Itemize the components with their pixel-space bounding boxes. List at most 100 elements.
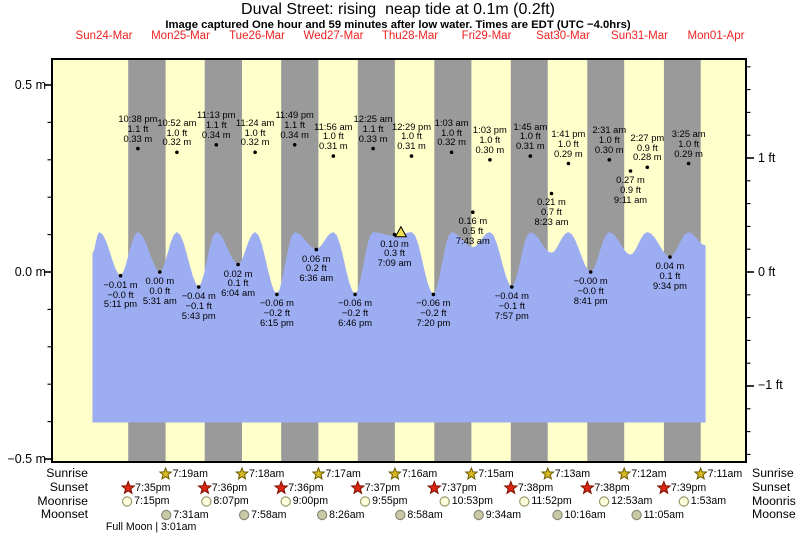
high-tide-label: 3:25 am 1.0 ft 0.29 m	[656, 129, 722, 158]
high-tide-label-line: 2:31 am	[592, 124, 627, 136]
y-axis-label-ft: −1 ft	[758, 379, 796, 392]
low-tide-label-line: 0.02 m	[223, 267, 253, 279]
high-tide-dot	[136, 146, 140, 151]
low-tide-label-line: −0.01 m	[103, 278, 138, 290]
row-label-right-moonrise: Moonrise	[752, 494, 796, 508]
low-tide-label-line: 0.10 m	[380, 237, 409, 249]
low-tide-label-line: 0.3 ft	[384, 247, 405, 259]
low-tide-label: 0.21 m 0.7 ft 8:23 am	[518, 197, 584, 226]
high-tide-label: 11:56 am 1.0 ft 0.31 m	[300, 121, 366, 151]
low-tide-dot	[392, 232, 397, 237]
moonset-time: 8:58am	[407, 509, 442, 521]
sunset-time-line: 7:37pm	[364, 481, 401, 494]
sunset-time: 7:37pm	[364, 481, 401, 494]
sunset-time-line: 7:38pm	[594, 481, 630, 494]
sunrise-time: 7:16am	[401, 467, 438, 480]
row-label-left-moonrise-line: Moonrise	[37, 493, 88, 508]
low-tide-label-line: 9:34 pm	[653, 279, 687, 291]
sunset-icon	[656, 480, 672, 495]
moonrise-time: 12:53am	[611, 496, 652, 507]
sunrise-time: 7:12am	[631, 468, 666, 480]
low-tide-label-line: 6:04 am	[221, 287, 256, 299]
day-label: Sat30-Mar	[528, 30, 598, 43]
low-tide-label-line: 6:36 am	[299, 272, 334, 284]
sunrise-time-line: 7:16am	[401, 467, 438, 480]
moonset-icon	[395, 509, 406, 521]
low-tide-label-line: −0.06 m	[416, 297, 451, 309]
sunset-time: 7:36pm	[211, 481, 248, 494]
y-axis-label-m: −0.5 m	[0, 452, 46, 466]
high-tide-label: 12:25 am 1.1 ft 0.33 m	[340, 114, 406, 143]
row-label-left-moonrise: Moonrise	[0, 493, 88, 508]
sunrise-time-line: 7:15am	[478, 467, 514, 480]
high-tide-label: 11:13 pm 1.1 ft 0.34 m	[183, 110, 249, 139]
day-label-line: 28-Mar	[401, 30, 439, 42]
moonset-time: 7:58am	[251, 509, 286, 521]
high-tide-label-line: 1:41 pm	[551, 128, 586, 140]
high-tide-label-line: 0.30 m	[594, 143, 624, 155]
high-tide-label-line: 1.1 ft	[284, 119, 306, 131]
moonrise-icon	[280, 496, 291, 507]
sunrise-time: 7:13am	[555, 468, 590, 480]
low-tide-dot	[275, 292, 279, 297]
day-label-line: 24-Mar	[96, 30, 133, 42]
low-tide-label-line: 7:43 am	[455, 234, 490, 246]
high-tide-label-line: 0.33 m	[358, 132, 388, 144]
moonset-time: 7:31am	[173, 509, 208, 521]
row-label-right-moonset: Moonset	[752, 508, 796, 521]
low-tide-label-line: 7:20 pm	[416, 317, 451, 329]
sunset-time-line: 7:36pm	[211, 481, 248, 494]
moonrise-time-line: 10:53pm	[451, 495, 493, 507]
sunset-icon	[503, 480, 519, 495]
day-label: Tue26-Mar	[222, 30, 292, 43]
low-tide-label-line: 0.21 m	[537, 196, 566, 208]
high-tide-dot	[449, 150, 454, 155]
low-tide-label-line: −0.1 ft	[498, 299, 525, 311]
low-tide-label-line: 5:43 pm	[181, 309, 216, 321]
high-tide-label-line: 3:25 am	[671, 128, 706, 140]
high-tide-label: 1:03 am 1.0 ft 0.32 m	[419, 118, 485, 147]
moonrise-time-line: 11:52pm	[531, 495, 572, 507]
high-tide-label-line: 0.32 m	[162, 136, 192, 148]
day-label: Wed27-Mar	[299, 30, 369, 43]
day-label: Mon25-Mar	[146, 30, 216, 43]
day-label-line: Mon	[151, 30, 174, 42]
low-tide-label-line: 7:57 pm	[494, 309, 529, 321]
low-tide-label-line: 0.04 m	[655, 260, 685, 272]
low-tide-label-line: −0.04 m	[181, 289, 216, 301]
high-tide-label-line: 0.28 m	[632, 151, 662, 163]
moonrise-time: 7:15pm	[134, 496, 169, 507]
low-tide-label: 0.04 m 0.1 ft 9:34 pm	[637, 261, 703, 290]
high-tide-label-line: 1.0 ft	[244, 126, 266, 138]
sunset-icon	[273, 480, 289, 495]
moonrise-icon	[121, 496, 133, 507]
high-tide-label-line: 0.34 m	[201, 128, 231, 140]
low-tide-label: 0.06 m 0.2 ft 6:36 am	[283, 253, 349, 284]
y-axis-label-m: 0.5 m	[0, 78, 46, 92]
sunrise-icon	[387, 466, 402, 481]
sunset-time-line: 7:38pm	[517, 481, 554, 494]
day-label: Fri29-Mar	[452, 30, 522, 43]
high-tide-label-line: 1:03 pm	[472, 124, 507, 136]
sunrise-icon	[235, 466, 249, 481]
high-tide-label: 12:29 pm 1.0 ft 0.31 m	[379, 121, 445, 151]
day-label: Sun31-Mar	[605, 30, 675, 43]
low-tide-dot	[353, 292, 357, 297]
high-tide-label-line: 1.0 ft	[322, 130, 344, 142]
current-time-marker	[394, 225, 408, 238]
low-tide-label-line: −0.00 m	[573, 275, 608, 286]
high-tide-label-line: 1:45 am	[513, 120, 548, 132]
low-tide-label-line: 7:09 am	[377, 257, 412, 269]
sunset-time: 7:39pm	[671, 482, 706, 494]
sunset-icon	[350, 480, 366, 495]
low-tide-label: −0.00 m −0.0 ft 8:41 pm	[558, 276, 624, 305]
high-tide-dot	[566, 161, 571, 166]
row-label-left-moonset: Moonset	[0, 508, 88, 521]
low-tide-dot	[314, 247, 319, 252]
high-tide-label-line: 11:49 pm	[275, 109, 314, 121]
high-tide-dot	[686, 161, 691, 166]
high-tide-dot	[528, 154, 533, 158]
moonrise-time-line: 8:07pm	[213, 495, 249, 507]
